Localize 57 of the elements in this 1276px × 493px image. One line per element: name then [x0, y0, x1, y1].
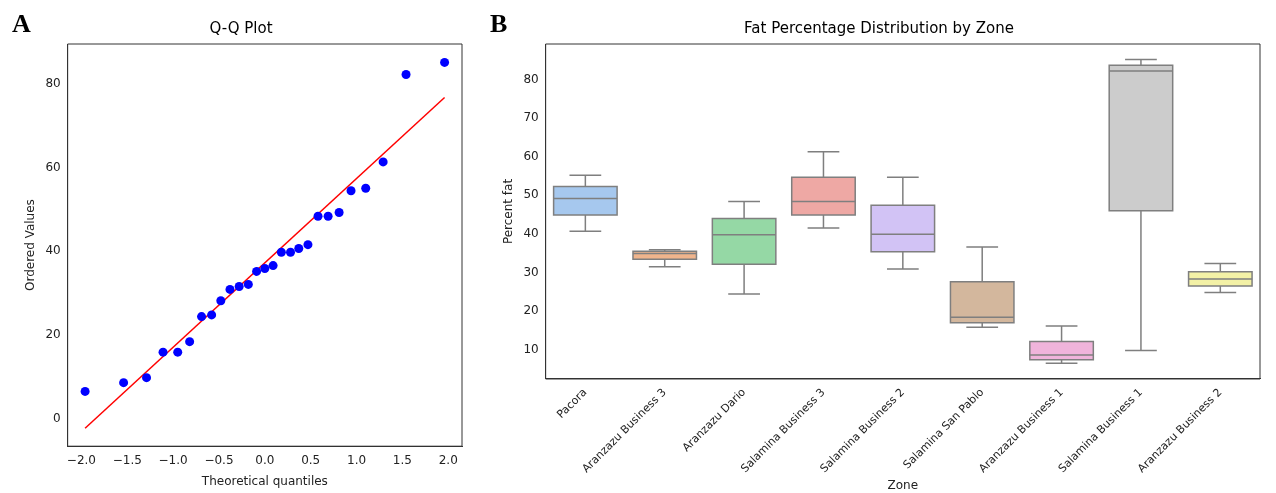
point — [378, 157, 388, 167]
y-tick-label: 60 — [523, 148, 539, 163]
text: B — [490, 8, 508, 38]
y-tick-label: 80 — [523, 71, 539, 86]
x-tick-label: −1.5 — [112, 452, 142, 467]
y-tick-label: 40 — [523, 226, 539, 241]
y-tick-label: 30 — [523, 264, 539, 279]
point — [197, 312, 207, 322]
point — [216, 296, 226, 306]
point — [142, 373, 152, 383]
y-tick-label: 10 — [523, 341, 539, 356]
point — [80, 386, 90, 396]
x-tick-label: −0.5 — [204, 452, 234, 467]
x-tick-label: 1.5 — [392, 452, 412, 467]
x-tick-label: 1.0 — [346, 452, 367, 467]
point — [234, 281, 244, 291]
point — [346, 186, 356, 196]
point — [276, 247, 286, 257]
point — [158, 347, 168, 357]
y-tick-label: 80 — [45, 76, 61, 91]
point — [323, 211, 333, 221]
chart-title: Fat Percentage Distribution by Zone — [744, 18, 1014, 37]
point — [173, 347, 183, 357]
point — [268, 261, 278, 271]
x-tick-label: −2.0 — [66, 452, 96, 467]
x-axis-title: Zone — [887, 477, 919, 492]
point — [313, 211, 323, 221]
x-tick-label: 0.0 — [255, 452, 275, 467]
y-tick-label: 20 — [523, 303, 539, 318]
x-axis-title: Theoretical quantiles — [200, 473, 328, 488]
chart-title: Q-Q Plot — [209, 18, 273, 37]
y-tick-label: 50 — [523, 187, 539, 202]
point — [286, 247, 296, 257]
point — [440, 57, 450, 67]
point — [207, 310, 217, 320]
y-tick-label: 0 — [53, 410, 61, 425]
point — [303, 240, 313, 250]
point — [361, 183, 371, 193]
x-tick-label: 2.0 — [438, 452, 458, 467]
point — [294, 243, 304, 253]
y-tick-label: 60 — [45, 159, 61, 174]
text: A — [12, 8, 31, 38]
x-tick-label: 0.5 — [301, 452, 321, 467]
point — [119, 378, 129, 388]
y-tick-label: 40 — [45, 243, 61, 258]
point — [225, 284, 235, 294]
point — [252, 266, 262, 276]
x-tick-label: −1.0 — [158, 452, 188, 467]
y-axis-title: Percent fat — [501, 178, 516, 245]
point — [334, 207, 344, 217]
point — [185, 337, 195, 347]
point — [243, 279, 253, 289]
point — [401, 70, 411, 80]
y-axis-title: Ordered Values — [23, 199, 38, 292]
y-tick-label: 20 — [45, 327, 61, 342]
y-tick-label: 70 — [523, 110, 539, 125]
point — [260, 264, 270, 274]
